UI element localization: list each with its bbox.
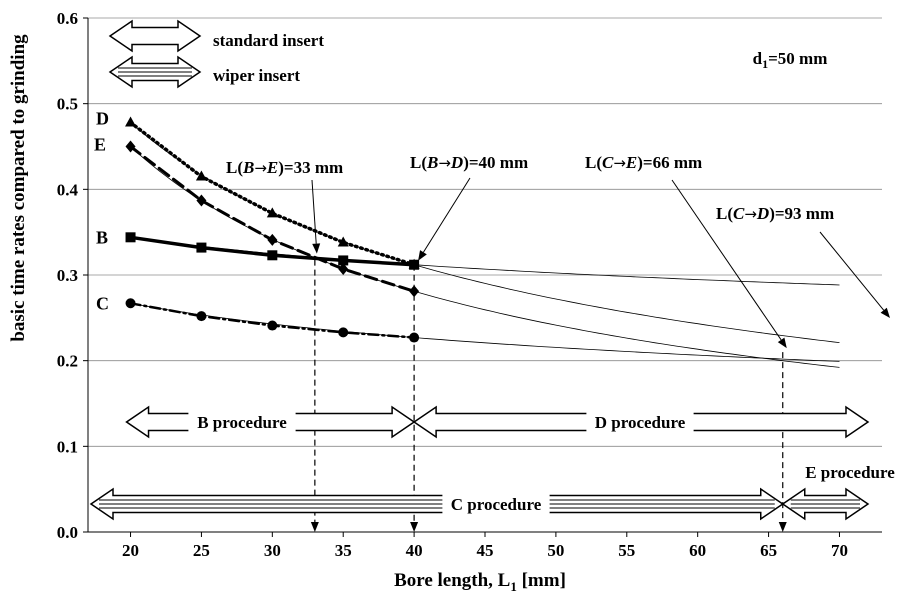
y-tick-label: 0.3	[57, 266, 78, 285]
procedure-label: B procedure	[197, 413, 287, 432]
data-point	[267, 250, 278, 261]
x-tick-label: 30	[264, 541, 281, 560]
label-backing	[442, 494, 550, 515]
data-point	[409, 332, 420, 343]
data-point	[338, 263, 349, 276]
leader-line	[422, 177, 471, 253]
data-point	[338, 327, 349, 338]
y-tick-label: 0.0	[57, 523, 78, 542]
e-procedure-arrow	[781, 487, 870, 521]
leader-line	[819, 231, 885, 311]
axes: 0.0 0.1 0.2 0.3 0.4 0.5 0.6 20 25 30 35 40 45 50 55 60 6…	[57, 9, 882, 560]
leader-arrowhead	[418, 250, 427, 261]
x-tick-label: 60	[689, 541, 706, 560]
drop-arrowhead	[410, 522, 419, 532]
x-axis-label: Bore length, L1 [mm]	[394, 570, 566, 594]
annotations	[311, 177, 890, 349]
series-label: D	[96, 109, 109, 129]
data-point	[125, 232, 136, 243]
x-tick-label: 50	[547, 541, 564, 560]
procedure-label: C procedure	[451, 495, 542, 514]
x-tick-label: 35	[335, 541, 352, 560]
data-point	[267, 233, 278, 246]
legend-wiper-label: wiper insert	[213, 66, 300, 85]
series-c: C	[96, 293, 420, 343]
leader-arrowhead	[312, 243, 321, 254]
y-tick-label: 0.2	[57, 352, 78, 371]
data-point	[196, 242, 207, 253]
legend-standard-arrow	[108, 19, 202, 53]
d-procedure-label: D procedure	[586, 412, 694, 433]
crossing-label-c-d: L(C→D)=93 mm	[716, 204, 834, 223]
data-point	[337, 236, 349, 247]
series-label: C	[96, 293, 109, 313]
data-point	[196, 311, 207, 322]
x-tick-label: 20	[122, 541, 139, 560]
data-point	[338, 255, 349, 266]
procedure-label: D procedure	[595, 413, 686, 432]
data-point	[409, 285, 420, 298]
drop-lines	[310, 259, 787, 532]
fit-curve-c	[130, 302, 840, 362]
data-point	[409, 259, 420, 270]
leader-line	[311, 179, 317, 244]
series-b: B	[96, 227, 420, 270]
crossing-label-c-e: L(C→E)=66 mm	[585, 153, 702, 172]
fit-curve-e	[130, 146, 840, 368]
label-backing	[188, 412, 296, 433]
series-d: D	[96, 109, 420, 269]
b-procedure-label: B procedure	[188, 412, 296, 433]
data-point	[125, 140, 136, 153]
d1-label: d1=50 mm	[753, 49, 828, 71]
data-point	[267, 320, 278, 331]
data-point	[196, 194, 207, 207]
legend	[108, 19, 202, 53]
data-point	[195, 170, 207, 181]
series: DE B C	[94, 109, 420, 343]
grid	[88, 17, 882, 447]
y-tick-label: 0.1	[57, 437, 78, 456]
data-point	[266, 207, 278, 218]
series-label: B	[96, 227, 108, 247]
x-tick-label: 40	[406, 541, 423, 560]
label-backing	[586, 412, 694, 433]
leader-arrowhead	[880, 307, 890, 318]
series-e: E	[94, 135, 420, 298]
legend-standard-label: standard insert	[213, 31, 324, 50]
crossing-label-b-d: L(B→D)=40 mm	[410, 153, 528, 172]
y-tick-label: 0.4	[57, 180, 79, 199]
leader-line	[671, 179, 782, 341]
data-point	[125, 116, 137, 127]
y-axis-label: basic time rates compared to grinding	[8, 34, 29, 342]
crossing-label-b-e: L(B→E)=33 mm	[226, 158, 343, 177]
drop-arrowhead	[778, 522, 787, 532]
data-point	[125, 298, 136, 309]
arrow-outline	[108, 19, 202, 53]
series-line	[129, 302, 416, 339]
leader-arrowhead	[777, 337, 787, 349]
legend-wiper-arrow	[108, 55, 202, 89]
y-tick-label: 0.6	[57, 9, 78, 28]
x-tick-label: 70	[831, 541, 848, 560]
x-tick-label: 55	[618, 541, 635, 560]
x-tick-label: 65	[760, 541, 777, 560]
procedure-arrows: B procedure D procedure C procedure E proce…	[89, 55, 895, 521]
y-tick-label: 0.5	[57, 95, 78, 114]
drop-arrowhead	[310, 522, 319, 532]
c-procedure-label: C procedure	[442, 494, 550, 515]
series-label: E	[94, 135, 106, 155]
fit-curve-b	[130, 236, 840, 286]
x-tick-label: 45	[477, 541, 494, 560]
x-tick-label: 25	[193, 541, 210, 560]
c-procedure-arrow	[89, 487, 785, 521]
e-procedure-label: E procedure	[805, 463, 895, 482]
